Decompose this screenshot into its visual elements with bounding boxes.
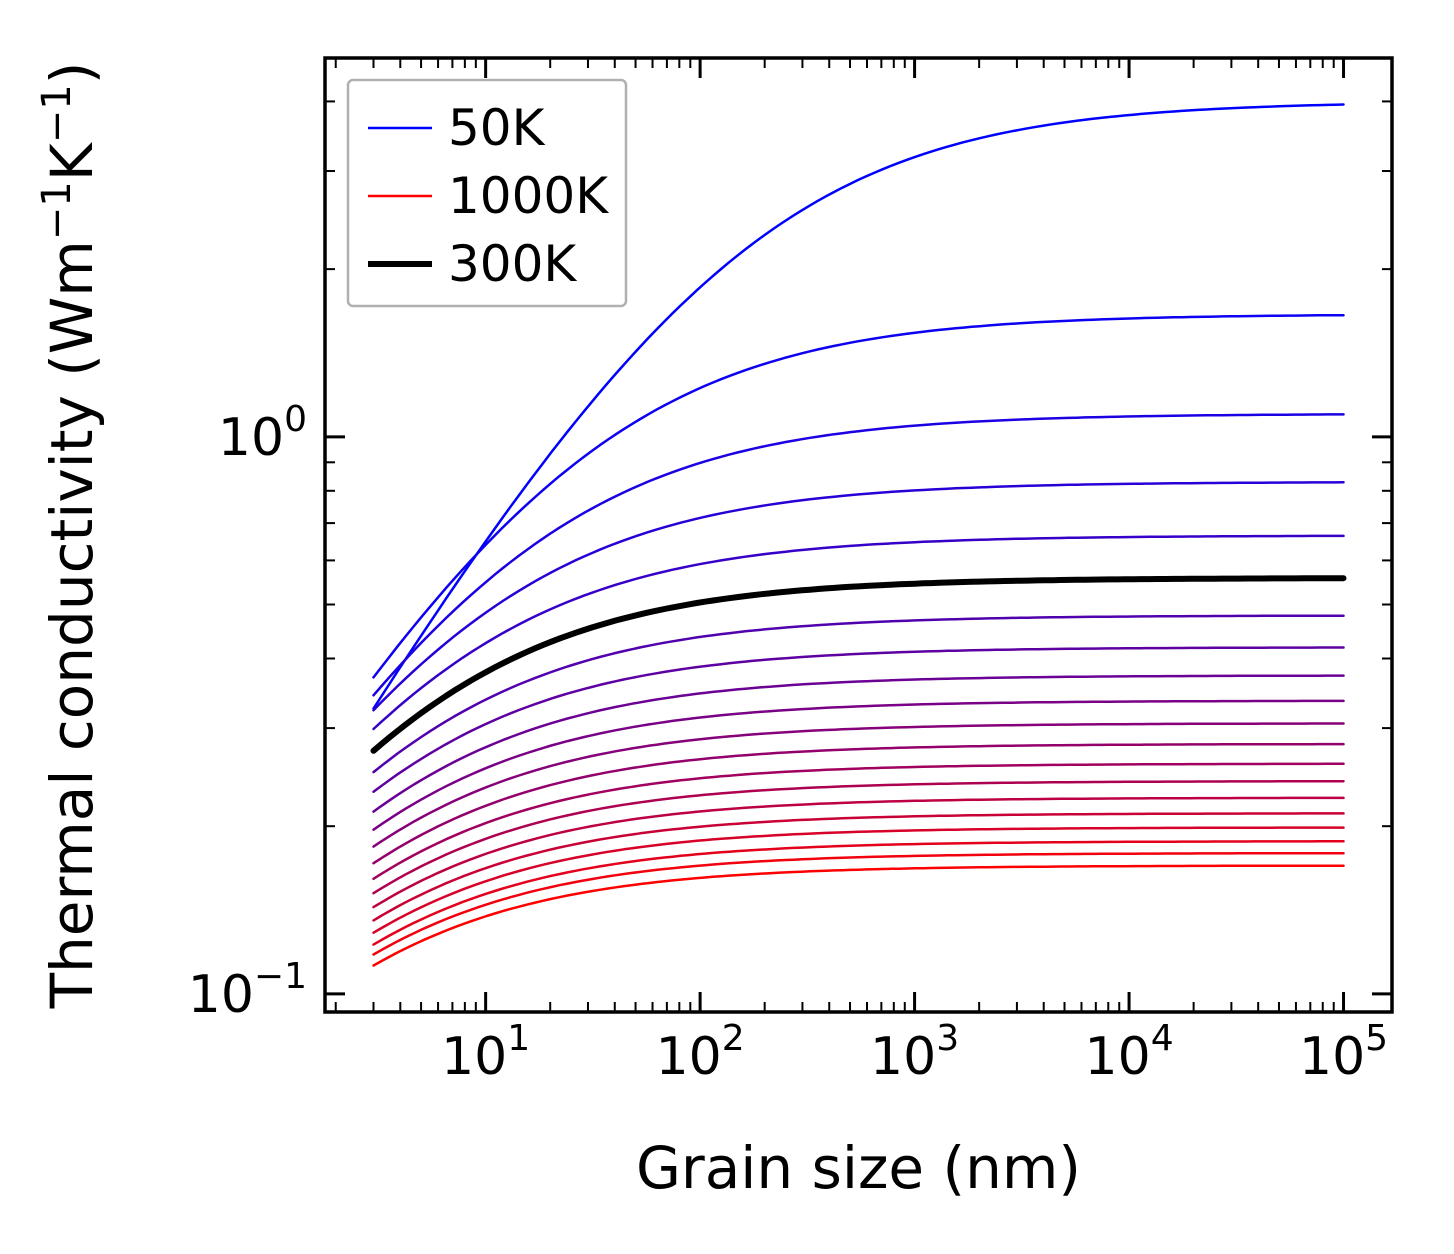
x-tick-label: 102 xyxy=(656,1018,745,1087)
axes-frame xyxy=(323,56,1394,1014)
x-tick-label: 103 xyxy=(870,1018,959,1087)
x-tick-label: 101 xyxy=(441,1018,530,1087)
y-tick-label: 10−1 xyxy=(188,956,307,1025)
series-line-850K xyxy=(372,826,1345,934)
series-line-650K xyxy=(372,762,1345,881)
y-tick-label: 100 xyxy=(218,399,307,468)
series-line-750K xyxy=(372,796,1345,909)
series-line-150K xyxy=(372,413,1345,697)
series-line-200K xyxy=(372,481,1345,712)
series-line-250K xyxy=(372,534,1345,731)
x-tick-label: 104 xyxy=(1085,1018,1174,1087)
series-line-400K xyxy=(372,646,1345,794)
series-line-950K xyxy=(372,851,1345,956)
series-group xyxy=(370,103,1347,967)
series-line-450K xyxy=(372,674,1345,813)
series-line-500K xyxy=(372,699,1345,831)
series-line-100K xyxy=(372,313,1345,679)
series-line-350K xyxy=(372,614,1345,774)
legend-label-300K: 300K xyxy=(448,235,577,293)
legend: 50K 1000K 300K xyxy=(346,78,628,308)
series-line-300K-bold xyxy=(370,575,1347,754)
x-tick-label: 105 xyxy=(1299,1018,1388,1087)
series-line-900K xyxy=(372,840,1345,946)
series-line-600K xyxy=(372,742,1345,865)
series-line-550K xyxy=(372,722,1345,848)
series-line-50K xyxy=(372,103,1345,710)
legend-label-1000K: 1000K xyxy=(448,167,609,225)
series-line-800K xyxy=(372,812,1345,922)
series-line-700K xyxy=(372,779,1345,895)
series-line-1000K xyxy=(372,864,1345,967)
legend-label-50K: 50K xyxy=(448,99,546,157)
x-axis-label: Grain size (nm) xyxy=(636,1134,1081,1202)
legend-box xyxy=(346,78,628,308)
ticks xyxy=(325,58,1392,1012)
y-axis-label: Thermal conductivity (Wm−1K−1) xyxy=(34,62,106,1010)
